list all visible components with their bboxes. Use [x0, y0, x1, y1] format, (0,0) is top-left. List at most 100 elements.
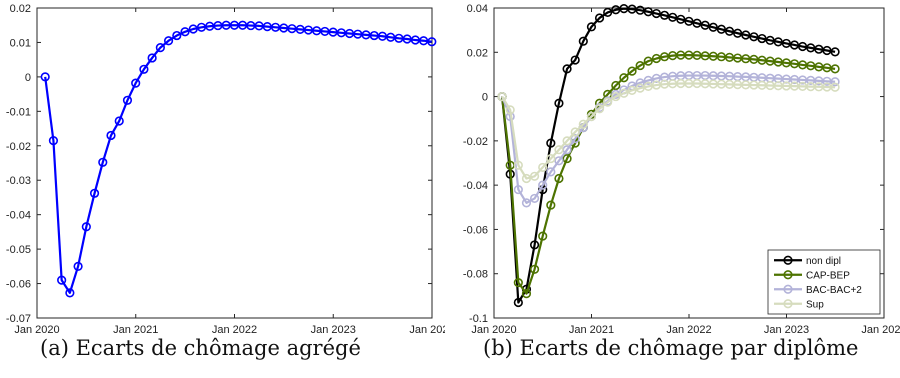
- x-tick-label: Jan 2020: [471, 324, 516, 335]
- data-point: [611, 80, 621, 91]
- data-point: [89, 188, 100, 198]
- data-point: [830, 82, 840, 92]
- data-point: [529, 264, 540, 274]
- data-point: [106, 130, 116, 141]
- x-tick-label: Jan 2021: [113, 324, 158, 335]
- x-tick-label: Jan 2023: [764, 324, 809, 335]
- series-1: [497, 50, 840, 299]
- legend: non dipl CAP-BEP BAC-BAC+2 Sup: [767, 249, 881, 315]
- legend-label: non dipl: [806, 256, 841, 267]
- data-point: [554, 173, 564, 184]
- legend-marker: [783, 299, 793, 309]
- y-tick-label: -0.06: [6, 279, 31, 291]
- x-tick-label: Jan 2023: [311, 324, 356, 335]
- data-point: [40, 72, 50, 82]
- data-point: [635, 83, 645, 93]
- data-point: [513, 277, 523, 288]
- data-point: [538, 180, 548, 190]
- caption-chart-b: (b) Ecarts de chômage par diplôme: [483, 336, 859, 360]
- data-point: [733, 28, 743, 38]
- legend-label: BAC-BAC+2: [806, 285, 862, 296]
- data-point: [692, 18, 702, 28]
- chart-aggregate-unemployment-gap: -0.07 -0.06 -0.05 -0.04 -0.03 -0.02 -0.01 0 0.01…: [6, 3, 445, 335]
- data-point: [131, 78, 141, 88]
- data-point: [619, 88, 629, 98]
- x-tick-label: Jan 2020: [14, 324, 59, 335]
- y-tick-label: 0: [482, 92, 488, 104]
- data-point: [570, 134, 580, 144]
- data-point: [757, 33, 767, 44]
- data-point: [830, 47, 840, 57]
- data-point: [724, 26, 735, 36]
- data-point: [562, 153, 572, 164]
- data-point: [163, 36, 174, 46]
- y-tick-label: -0.02: [463, 136, 488, 148]
- data-point: [114, 116, 124, 126]
- data-point: [635, 78, 645, 88]
- data-point: [830, 77, 840, 87]
- data-point: [716, 24, 726, 34]
- data-point: [122, 95, 133, 105]
- data-point: [635, 60, 645, 71]
- data-point: [538, 162, 548, 173]
- data-point: [521, 289, 532, 299]
- data-point: [529, 240, 540, 250]
- data-point: [554, 145, 564, 155]
- y-tick-label: -0.03: [6, 175, 31, 187]
- data-point: [700, 20, 710, 30]
- y-tick-label: -0.04: [6, 210, 31, 222]
- data-point: [570, 127, 580, 137]
- data-point: [684, 16, 694, 26]
- data-point: [643, 56, 653, 66]
- data-point: [521, 173, 532, 184]
- data-point: [497, 91, 507, 102]
- data-point: [830, 64, 840, 74]
- data-point: [538, 231, 548, 241]
- data-point: [578, 36, 588, 46]
- x-tick-label: Jan 2024: [861, 324, 900, 335]
- data-point: [643, 75, 653, 86]
- legend-marker: [783, 255, 793, 265]
- data-point: [668, 12, 678, 22]
- data-point: [546, 167, 556, 177]
- y-tick-label: 0.04: [467, 3, 488, 15]
- data-point: [627, 66, 637, 76]
- data-point: [708, 22, 718, 32]
- data-point: [57, 275, 67, 285]
- data-point: [98, 157, 108, 167]
- data-point: [188, 24, 198, 34]
- legend-marker: [783, 270, 793, 280]
- data-point: [741, 30, 751, 40]
- data-point: [521, 198, 532, 208]
- x-tick-label: Jan 2022: [666, 324, 711, 335]
- y-tick-label: -0.08: [463, 269, 488, 281]
- data-point: [155, 43, 165, 53]
- series-3: [497, 78, 840, 184]
- data-point: [578, 119, 588, 129]
- x-tick-label: Jan 2024: [409, 324, 445, 335]
- plot-area: [36, 7, 433, 319]
- data-point: [562, 136, 572, 146]
- data-point: [529, 171, 540, 181]
- caption-chart-a: (a) Ecarts de chômage agrégé: [40, 336, 361, 360]
- data-point: [627, 85, 637, 95]
- y-tick-label: -0.02: [6, 141, 31, 153]
- y-tick-label: -0.05: [6, 244, 31, 256]
- data-point: [139, 64, 149, 74]
- legend-label: Sup: [806, 299, 824, 310]
- data-point: [594, 104, 605, 114]
- y-tick-label: -0.07: [6, 313, 31, 325]
- y-tick-label: -0.04: [463, 180, 488, 192]
- y-tick-label: 0.01: [10, 37, 31, 49]
- data-point: [65, 288, 75, 298]
- data-point: [586, 111, 597, 122]
- data-point: [513, 184, 523, 195]
- legend-label: CAP-BEP: [806, 270, 850, 281]
- data-point: [586, 22, 597, 32]
- data-point: [48, 136, 59, 146]
- data-point: [651, 53, 662, 64]
- data-point: [643, 7, 653, 17]
- data-point: [594, 13, 605, 23]
- data-point: [749, 32, 759, 42]
- data-point: [427, 37, 437, 47]
